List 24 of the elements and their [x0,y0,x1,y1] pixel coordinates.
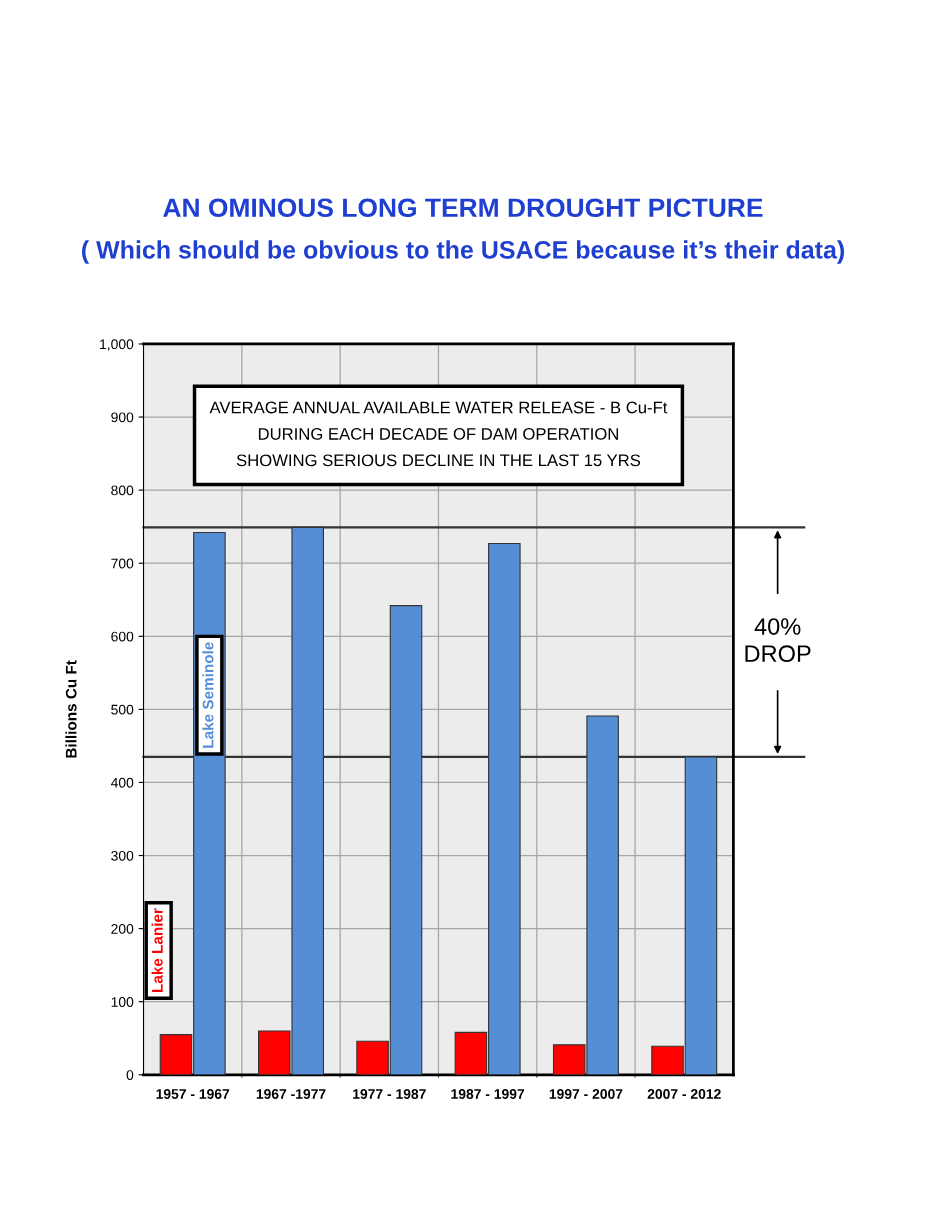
y-tick-label: 500 [111,704,134,715]
y-axis-title: Billions Cu Ft [65,660,77,758]
y-tick-label: 1,000 [100,339,134,351]
x-tick-label: 1987 - 1997 [451,1089,525,1099]
text: Lake Lanier [151,908,163,992]
chart-title: AN OMINOUS LONG TERM DROUGHT PICTURE [163,198,763,218]
y-tick-label: 200 [111,923,134,934]
x-tick-label: 1997 - 2007 [549,1089,623,1099]
text: 40% DROP [745,618,811,663]
y-tick-label: 0 [126,1070,134,1080]
y-tick-label: 600 [111,631,134,642]
x-tick-label: 1957 - 1967 [156,1089,230,1099]
y-tick-label: 100 [111,997,134,1007]
y-tick-label: 700 [111,558,134,569]
y-tick-label: 400 [110,777,134,788]
y-tick-label: 300 [111,850,134,861]
chart-subtitle: ( Which should be obvious to the USACE because it’s their data) [82,240,844,264]
x-tick-label: 2007 - 2012 [647,1089,721,1099]
y-tick-label: 900 [111,412,134,423]
y-tick-label: 800 [111,485,134,496]
x-tick-label: 1967 -1977 [256,1089,326,1099]
annotation: AVERAGE ANNUAL AVAILABLE WATER RELEASE - B Cu-Ft DURING EACH DECADE OF DAM OPERATION SHOWING SERIOUS DECLINE IN THE LAST 15 YRS [209,401,668,467]
series-label: Lake Seminole [202,642,214,748]
x-tick-label: 1977 - 1987 [353,1089,426,1099]
